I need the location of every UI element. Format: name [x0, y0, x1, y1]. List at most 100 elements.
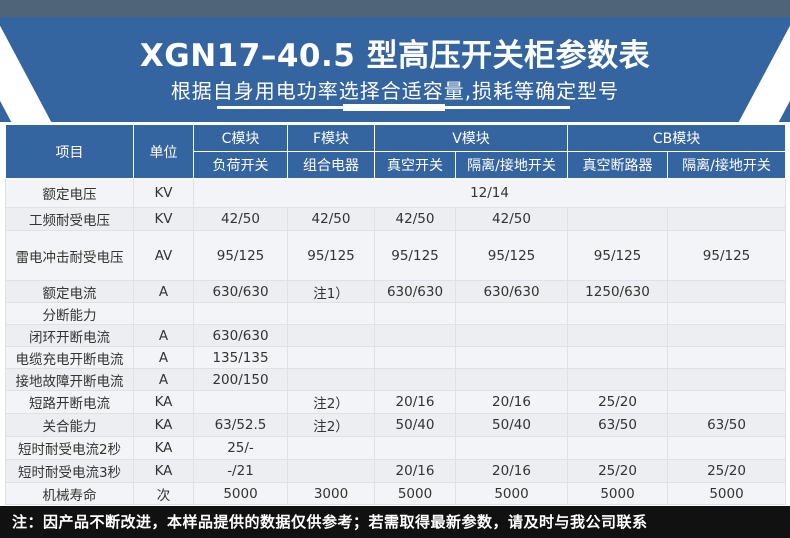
- table-row: 接地故障开断电流 A 200/150: [5, 368, 787, 391]
- table-cell: 42/50: [454, 207, 569, 231]
- row-label: 工频耐受电压: [5, 207, 134, 231]
- header-subcol: 真空断路器: [567, 151, 669, 179]
- header-group-v: V模块: [373, 124, 569, 152]
- table-cell: [374, 436, 456, 460]
- table-cell: 25/20: [667, 459, 787, 483]
- table-cell: 3000: [287, 482, 375, 505]
- table-row: 短时耐受电流2秒 KA 25/-: [5, 436, 787, 460]
- row-label: 闭环开断电流: [5, 324, 134, 347]
- table-cell: 5000: [567, 482, 669, 505]
- table-cell: 1250/630: [567, 280, 669, 303]
- title-banner: XGN17–40.5 型高压开关柜参数表 根据自身用电功率选择合适容量,损耗等确…: [0, 17, 790, 122]
- table-cell: [454, 302, 569, 325]
- table-cell: 63/52.5: [193, 413, 288, 437]
- table-row: 额定电流 A 630/630 注1） 630/630 630/630 1250/630: [5, 280, 787, 303]
- table-cell: [667, 390, 787, 414]
- table-cell: 95/125: [667, 230, 787, 281]
- row-unit: A: [133, 280, 194, 303]
- row-label: 分断能力: [5, 302, 134, 325]
- table-cell: [287, 346, 375, 369]
- row-unit: KA: [133, 390, 194, 414]
- table-cell: 63/50: [567, 413, 669, 437]
- spec-table: 项目 单位 C模块 F模块 V模块 CB模块 负荷开关 组合电器 真空开关 隔离/接地…: [5, 124, 787, 505]
- table-cell: [567, 302, 669, 325]
- header-subcol: 真空开关: [374, 151, 456, 179]
- row-label: 短路开断电流: [5, 390, 134, 414]
- page-title: XGN17–40.5 型高压开关柜参数表: [139, 38, 651, 74]
- row-unit: [133, 302, 194, 325]
- table-cell: [374, 302, 456, 325]
- table-cell: [567, 346, 669, 369]
- table-cell: [193, 302, 288, 325]
- table-cell: [667, 280, 787, 303]
- table-cell: [193, 390, 288, 414]
- table-cell: [287, 368, 375, 391]
- table-cell: 95/125: [287, 230, 375, 281]
- row-label: 短时耐受电流2秒: [5, 436, 134, 460]
- table-cell: [667, 324, 787, 347]
- table-cell: [287, 324, 375, 347]
- header-group-f: F模块: [287, 124, 375, 152]
- table-cell: [374, 324, 456, 347]
- table-cell: 25/-: [193, 436, 288, 460]
- table-cell: [567, 324, 669, 347]
- table-cell: 20/16: [374, 459, 456, 483]
- table-row: 短路开断电流 KA 注2） 20/16 20/16 25/20: [5, 390, 787, 414]
- row-unit: A: [133, 324, 194, 347]
- table-row: 雷电冲击耐受电压 AV 95/125 95/125 95/125 95/125 95/125…: [5, 230, 787, 281]
- divider-accent: [343, 104, 445, 111]
- table-cell: 50/40: [374, 413, 456, 437]
- table-row: 工频耐受电压 KV 42/50 42/50 42/50 42/50: [5, 207, 787, 231]
- table-cell: [287, 302, 375, 325]
- table-cell: 25/20: [567, 390, 669, 414]
- table-cell: 95/125: [374, 230, 456, 281]
- table-cell: 5000: [667, 482, 787, 505]
- table-cell: 95/125: [567, 230, 669, 281]
- table-cell: 630/630: [454, 280, 569, 303]
- table-cell: [667, 368, 787, 391]
- table-row: 分断能力: [5, 302, 787, 325]
- page-subtitle: 根据自身用电功率选择合适容量,损耗等确定型号: [170, 79, 620, 103]
- row-unit: A: [133, 368, 194, 391]
- header-item: 项目: [5, 124, 134, 179]
- header-group-cb: CB模块: [567, 124, 787, 152]
- row-label: 短时耐受电流3秒: [5, 459, 134, 483]
- row-label: 接地故障开断电流: [5, 368, 134, 391]
- table-cell: 5000: [374, 482, 456, 505]
- table-cell: [454, 436, 569, 460]
- row-label: 电缆充电开断电流: [5, 346, 134, 369]
- row-unit: A: [133, 346, 194, 369]
- table-cell: [567, 436, 669, 460]
- table-cell: [374, 346, 456, 369]
- row-unit: KV: [133, 178, 194, 208]
- table-cell: [454, 346, 569, 369]
- header-subcol: 隔离/接地开关: [667, 151, 787, 179]
- table-row: 电缆充电开断电流 A 135/135: [5, 346, 787, 369]
- table-cell: -/21: [193, 459, 288, 483]
- table-cell: 25/20: [567, 459, 669, 483]
- table-cell: 630/630: [193, 280, 288, 303]
- table-cell: [567, 368, 669, 391]
- table-cell: 5000: [454, 482, 569, 505]
- table-cell: [667, 436, 787, 460]
- table-cell: 630/630: [374, 280, 456, 303]
- row-unit: KA: [133, 413, 194, 437]
- row-unit: KV: [133, 207, 194, 231]
- top-bar: [0, 0, 790, 17]
- table-cell: 20/16: [454, 459, 569, 483]
- table-cell: 42/50: [374, 207, 456, 231]
- table-cell: 42/50: [287, 207, 375, 231]
- table-cell: 5000: [193, 482, 288, 505]
- table-cell: 20/16: [374, 390, 456, 414]
- table-cell: 注1）: [287, 280, 375, 303]
- table-row: 额定电压 KV 12/14: [5, 178, 787, 208]
- table-cell: 42/50: [193, 207, 288, 231]
- table-row: 短时耐受电流3秒 KA -/21 20/16 20/16 25/20 25/20: [5, 459, 787, 483]
- table-cell: [454, 324, 569, 347]
- row-label: 雷电冲击耐受电压: [5, 230, 134, 281]
- table-cell: 63/50: [667, 413, 787, 437]
- table-cell: [374, 368, 456, 391]
- row-label: 额定电流: [5, 280, 134, 303]
- footer-note: 注：因产品不断改进，本样品提供的数据仅供参考；若需取得最新参数，请及时与我公司联…: [0, 506, 790, 538]
- header-subcol: 隔离/接地开关: [454, 151, 569, 179]
